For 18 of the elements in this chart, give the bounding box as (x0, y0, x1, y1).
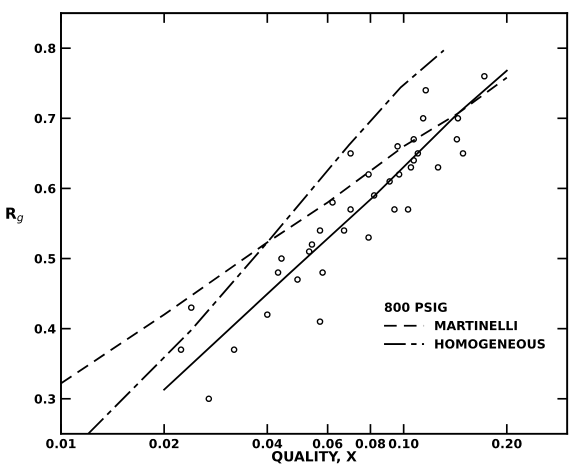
x-axis-title: QUALITY, X (272, 451, 357, 464)
legend-label: HOMOGENEOUS (435, 339, 545, 349)
x-tick-label: 0.06 (312, 438, 342, 448)
legend-title: 800 PSIG (384, 302, 447, 312)
x-tick-label: 0.01 (46, 438, 76, 448)
x-tick-label: 0.08 (356, 438, 386, 448)
x-tick-label: 0.04 (252, 438, 282, 448)
y-tick-label: 0.4 (34, 324, 56, 334)
x-tick-label: 0.02 (149, 438, 178, 448)
y-tick-label: 0.8 (34, 44, 56, 54)
y-axis-title: R$_{g}$ (6, 208, 24, 224)
legend-label: MARTINELLI (435, 320, 517, 330)
y-tick-label: 0.3 (34, 394, 56, 404)
y-tick-label: 0.6 (34, 184, 56, 194)
x-tick-label: 0.20 (492, 438, 522, 448)
x-tick-label: 0.10 (388, 438, 418, 448)
y-tick-label: 0.5 (34, 254, 56, 264)
y-tick-label: 0.7 (34, 114, 56, 124)
